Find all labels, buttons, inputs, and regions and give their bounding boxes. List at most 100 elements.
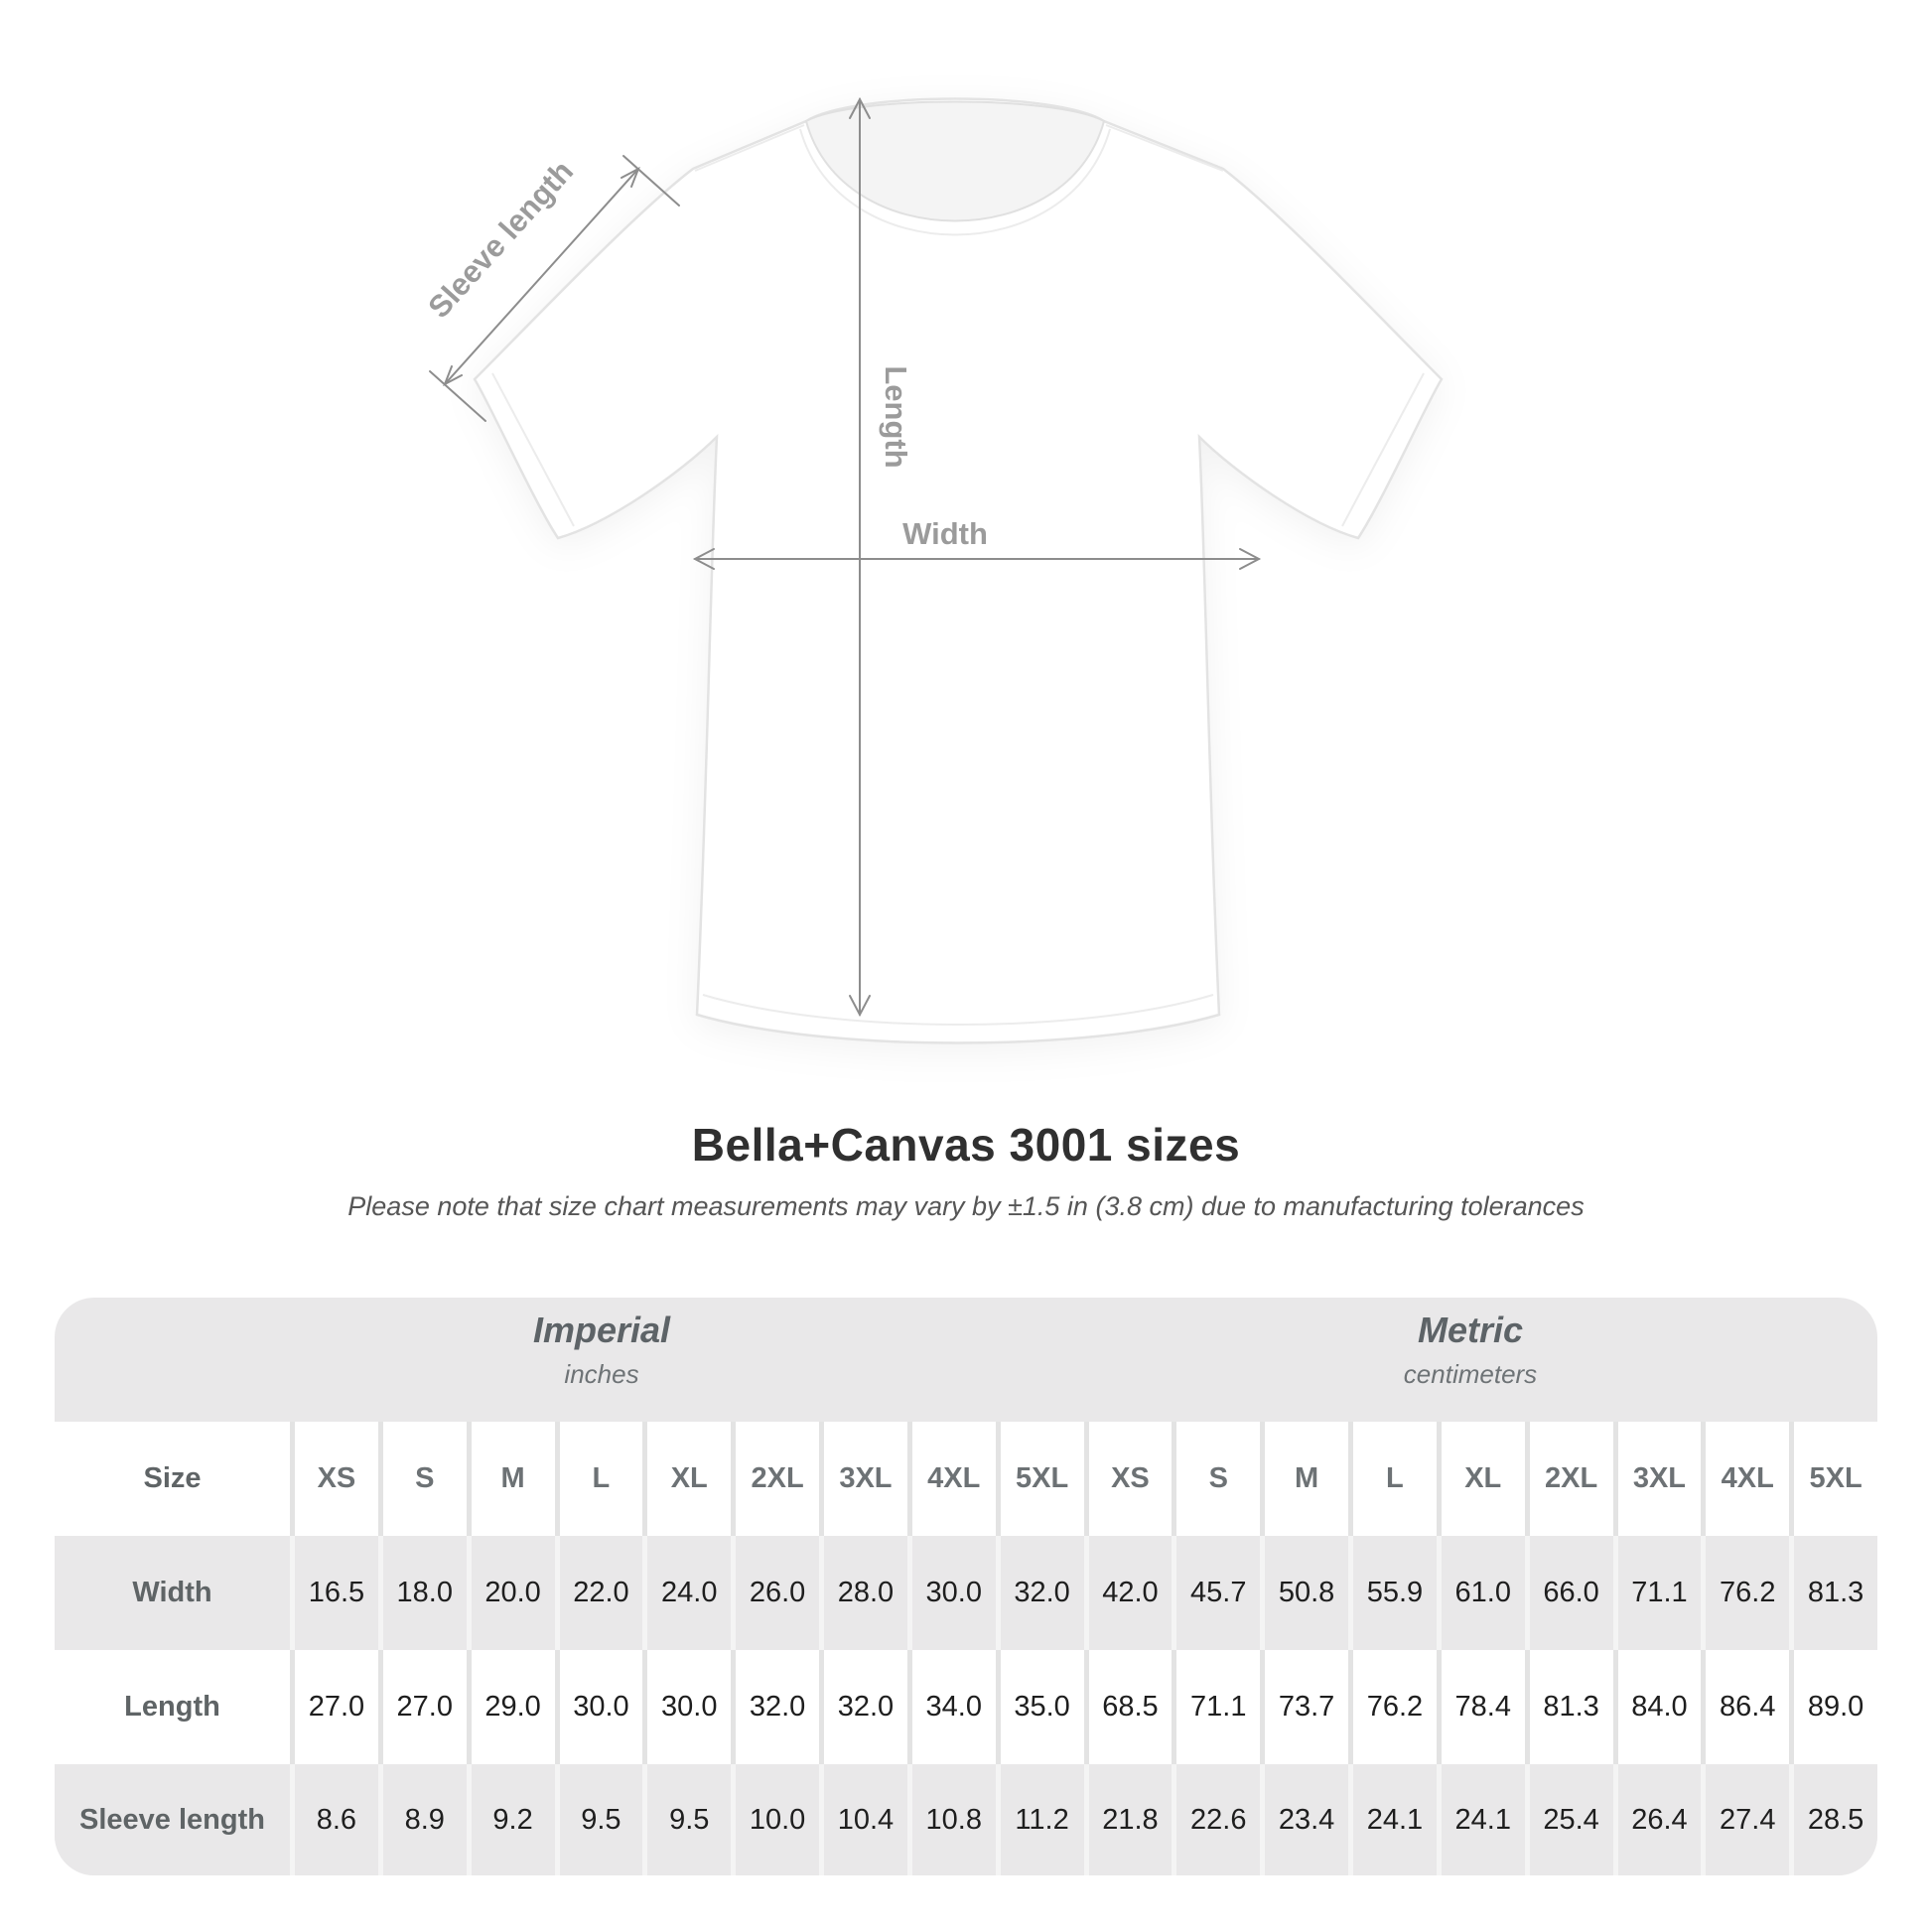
value-cell: 66.0: [1529, 1536, 1613, 1650]
value-cell: 8.6: [295, 1764, 378, 1875]
value-cell: 71.1: [1176, 1650, 1261, 1764]
value-cell: 9.5: [559, 1764, 643, 1875]
value-cell: 26.0: [736, 1536, 819, 1650]
value-cell: 61.0: [1441, 1536, 1525, 1650]
value-cell: 32.0: [736, 1650, 819, 1764]
imperial-label: Imperial: [532, 1310, 671, 1350]
value-cell: 76.2: [1353, 1650, 1437, 1764]
size-header-cell: 5XL: [1000, 1422, 1084, 1536]
size-header-cell: XL: [1441, 1422, 1525, 1536]
size-header-cell: 5XL: [1794, 1422, 1877, 1536]
tshirt-measurement-diagram: Sleeve length Length Width: [421, 96, 1444, 1044]
value-cell: 27.4: [1706, 1764, 1790, 1875]
value-cell: 50.8: [1265, 1536, 1348, 1650]
value-cell: 26.4: [1617, 1764, 1702, 1875]
size-header-cell: 4XL: [911, 1422, 996, 1536]
value-cell: 30.0: [559, 1650, 643, 1764]
size-column-header: Size: [55, 1422, 290, 1536]
value-cell: 28.0: [824, 1536, 907, 1650]
value-cell: 21.8: [1088, 1764, 1173, 1875]
value-cell: 25.4: [1529, 1764, 1613, 1875]
size-header-cell: M: [471, 1422, 555, 1536]
value-cell: 22.6: [1176, 1764, 1261, 1875]
width-arrow: [692, 548, 1262, 570]
table-row-length: Length 27.0 27.0 29.0 30.0 30.0 32.0 32.…: [55, 1650, 1877, 1764]
metric-unit: centimeters: [1403, 1359, 1538, 1389]
value-cell: 89.0: [1794, 1650, 1877, 1764]
unit-header-row: Imperial inches Metric centimeters: [55, 1298, 1877, 1422]
tolerance-note: Please note that size chart measurements…: [347, 1191, 1585, 1221]
page-title: Bella+Canvas 3001 sizes: [691, 1119, 1241, 1171]
value-cell: 29.0: [471, 1650, 555, 1764]
unit-group-metric: Metric centimeters: [1404, 1310, 1537, 1390]
size-header-cell: L: [559, 1422, 643, 1536]
table-rows: Size XS S M L XL 2XL 3XL 4XL 5XL XS S M …: [55, 1422, 1877, 1875]
size-header-cell: 2XL: [736, 1422, 819, 1536]
row-label: Width: [55, 1536, 290, 1650]
imperial-unit: inches: [564, 1359, 639, 1389]
length-arrow: [849, 96, 871, 1018]
size-header-cell: XL: [647, 1422, 732, 1536]
value-cell: 22.0: [559, 1536, 643, 1650]
value-cell: 28.5: [1794, 1764, 1877, 1875]
value-cell: 24.1: [1441, 1764, 1525, 1875]
value-cell: 35.0: [1000, 1650, 1084, 1764]
size-header-cell: S: [382, 1422, 467, 1536]
sleeve-length-arrow: [429, 155, 680, 422]
value-cell: 27.0: [295, 1650, 378, 1764]
value-cell: 76.2: [1706, 1536, 1790, 1650]
value-cell: 9.2: [471, 1764, 555, 1875]
value-cell: 9.5: [647, 1764, 732, 1875]
value-cell: 10.4: [824, 1764, 907, 1875]
size-header-cell: 3XL: [1617, 1422, 1702, 1536]
size-header-cell: S: [1176, 1422, 1261, 1536]
table-row-width: Width 16.5 18.0 20.0 22.0 24.0 26.0 28.0…: [55, 1536, 1877, 1650]
value-cell: 10.0: [736, 1764, 819, 1875]
metric-label: Metric: [1417, 1310, 1524, 1350]
value-cell: 45.7: [1176, 1536, 1261, 1650]
value-cell: 71.1: [1617, 1536, 1702, 1650]
row-label: Sleeve length: [55, 1764, 290, 1875]
size-header-row: Size XS S M L XL 2XL 3XL 4XL 5XL XS S M …: [55, 1422, 1877, 1536]
value-cell: 78.4: [1441, 1650, 1525, 1764]
value-cell: 23.4: [1265, 1764, 1348, 1875]
value-cell: 34.0: [911, 1650, 996, 1764]
value-cell: 30.0: [647, 1650, 732, 1764]
value-cell: 16.5: [295, 1536, 378, 1650]
value-cell: 10.8: [911, 1764, 996, 1875]
size-header-cell: XS: [1088, 1422, 1173, 1536]
value-cell: 20.0: [471, 1536, 555, 1650]
size-table: Imperial inches Metric centimeters Size …: [55, 1298, 1877, 1875]
length-label: Length: [879, 365, 913, 468]
value-cell: 18.0: [382, 1536, 467, 1650]
width-label: Width: [902, 516, 988, 551]
size-header-cell: XS: [295, 1422, 378, 1536]
size-header-cell: L: [1353, 1422, 1437, 1536]
row-label: Length: [55, 1650, 290, 1764]
value-cell: 27.0: [382, 1650, 467, 1764]
size-header-cell: 2XL: [1529, 1422, 1613, 1536]
value-cell: 24.1: [1353, 1764, 1437, 1875]
measurement-arrows: [429, 96, 1262, 1018]
value-cell: 81.3: [1794, 1536, 1877, 1650]
value-cell: 81.3: [1529, 1650, 1613, 1764]
unit-group-imperial: Imperial inches: [533, 1310, 670, 1390]
value-cell: 30.0: [911, 1536, 996, 1650]
size-header-cell: M: [1265, 1422, 1348, 1536]
table-row-sleeve-length: Sleeve length 8.6 8.9 9.2 9.5 9.5 10.0 1…: [55, 1764, 1877, 1875]
tshirt-image: [473, 97, 1444, 1044]
value-cell: 86.4: [1706, 1650, 1790, 1764]
value-cell: 68.5: [1088, 1650, 1173, 1764]
size-header-cell: 3XL: [824, 1422, 907, 1536]
value-cell: 8.9: [382, 1764, 467, 1875]
value-cell: 24.0: [647, 1536, 732, 1650]
value-cell: 55.9: [1353, 1536, 1437, 1650]
size-header-cell: 4XL: [1706, 1422, 1790, 1536]
value-cell: 84.0: [1617, 1650, 1702, 1764]
value-cell: 42.0: [1088, 1536, 1173, 1650]
value-cell: 32.0: [1000, 1536, 1084, 1650]
value-cell: 73.7: [1265, 1650, 1348, 1764]
value-cell: 11.2: [1000, 1764, 1084, 1875]
value-cell: 32.0: [824, 1650, 907, 1764]
